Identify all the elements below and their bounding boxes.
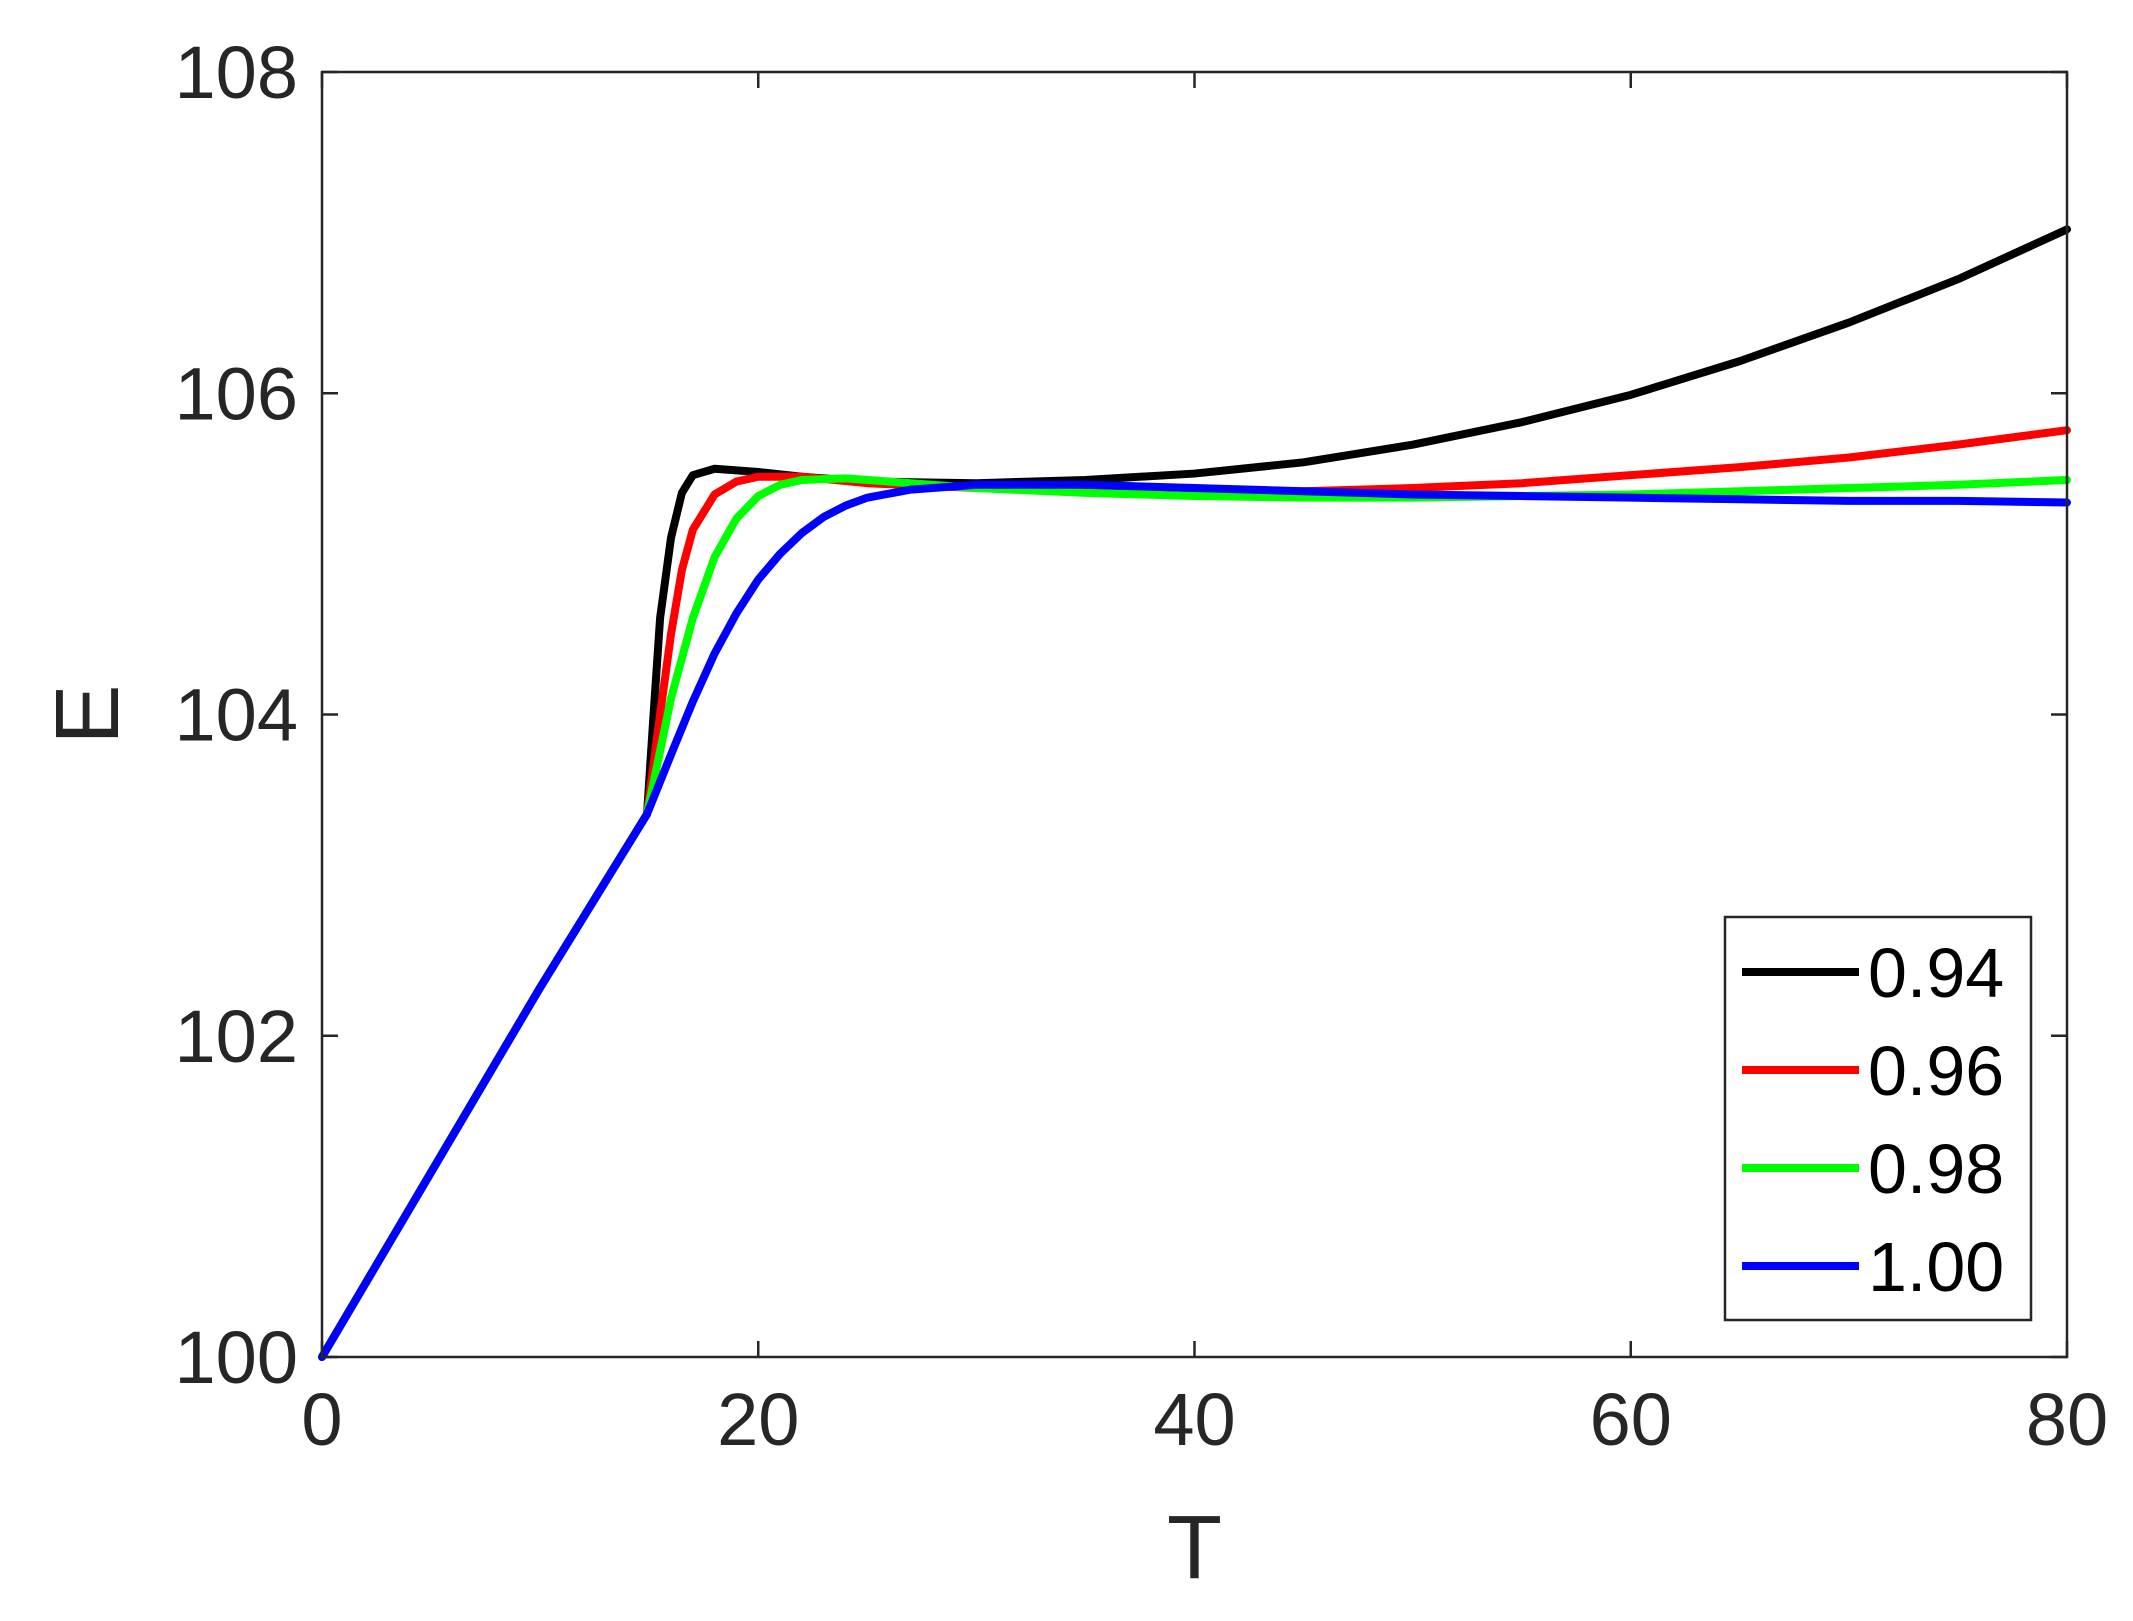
y-tick-label: 100 [175, 1316, 298, 1399]
series-line-1.00 [318, 480, 2071, 1361]
y-tick-label: 104 [175, 674, 298, 757]
y-axis-label: E [38, 684, 138, 744]
legend: 0.94 0.96 0.98 1.00 [1723, 915, 2033, 1322]
y-tick-label: 106 [175, 352, 298, 435]
x-tick-label: 20 [717, 1378, 799, 1461]
legend-label-0.94: 0.94 [1868, 934, 2004, 1012]
legend-label-0.96: 0.96 [1868, 1032, 2004, 1110]
x-axis-ticks: 0 20 40 60 80 [301, 72, 2108, 1461]
x-tick-label: 80 [2026, 1378, 2108, 1461]
x-tick-label: 0 [301, 1378, 342, 1461]
x-tick-label: 60 [1590, 1378, 1672, 1461]
x-tick-label: 40 [1153, 1378, 1235, 1461]
series-line-0.98 [318, 474, 2071, 1361]
legend-label-0.98: 0.98 [1868, 1130, 2004, 1208]
y-tick-label: 102 [175, 995, 298, 1078]
series-layer [318, 225, 2071, 1361]
y-tick-label: 108 [175, 31, 298, 114]
x-axis-label: T [1167, 1498, 1222, 1598]
y-axis-ticks: 100 102 104 106 108 [175, 31, 2067, 1399]
legend-box [1723, 915, 2033, 1322]
legend-label-1.00: 1.00 [1868, 1228, 2004, 1306]
